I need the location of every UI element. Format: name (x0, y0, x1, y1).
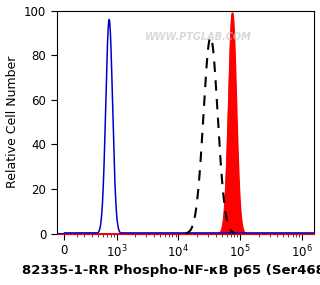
Y-axis label: Relative Cell Number: Relative Cell Number (5, 56, 19, 188)
Text: WWW.PTGLAB.COM: WWW.PTGLAB.COM (145, 32, 252, 42)
Text: 82335-1-RR Phospho-NF-κB p65 (Ser468): 82335-1-RR Phospho-NF-κB p65 (Ser468) (21, 264, 320, 277)
